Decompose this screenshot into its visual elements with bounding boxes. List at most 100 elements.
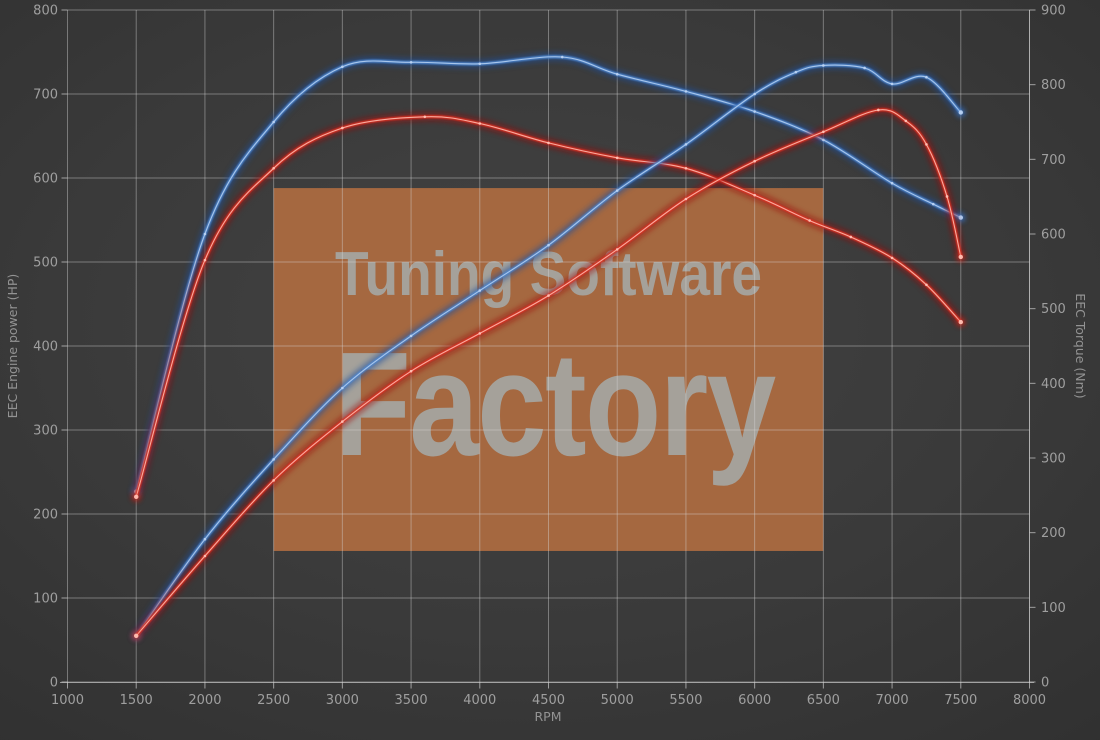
x-tick-label: 7000 [876,693,909,708]
data-point-marker [203,554,207,558]
data-point-marker [478,332,482,335]
data-point-marker [925,75,928,79]
data-point-marker [932,202,935,206]
right-tick-label: 400 [1041,377,1066,392]
data-point-marker [753,110,756,113]
right-tick-label: 800 [1041,78,1066,93]
data-point-marker [753,159,756,163]
data-point-marker [272,120,275,124]
data-point-marker [958,319,963,325]
axis-titles: EEC Engine power (HP) EEC Torque (Nm) RP… [5,274,1088,724]
left-tick-label: 0 [50,676,58,691]
left-tick-label: 400 [33,340,58,355]
data-point-marker [958,110,963,115]
right-axis-title: EEC Torque (Nm) [1073,293,1088,398]
data-point-marker [409,369,413,373]
data-point-marker [341,386,344,390]
data-point-marker [203,537,207,541]
left-axis-title: EEC Engine power (HP) [5,274,20,419]
watermark-line2: Factory [335,322,776,487]
x-tick-label: 8000 [1013,693,1046,708]
data-point-marker [822,138,825,142]
data-point-marker [478,62,482,66]
axes: 1000 1500 2000 2500 3000 3500 4000 4500 5000 5500… [33,4,1066,709]
data-point-marker [877,108,880,112]
red-torque-curve-core [135,116,962,498]
data-point-marker [753,92,756,96]
data-point-marker [341,126,344,130]
right-tick-label: 600 [1041,228,1066,243]
right-tick-label: 900 [1041,4,1066,19]
red-torque-curve [131,112,966,502]
left-tick-label: 300 [33,424,58,439]
data-point-marker [272,166,275,170]
data-point-marker [684,90,688,93]
x-tick-label: 2500 [257,693,290,708]
data-point-marker [684,197,688,201]
data-point-marker [958,254,963,260]
data-point-marker [423,115,427,119]
data-point-marker [945,195,949,198]
left-tick-label: 700 [33,88,58,103]
data-point-marker [684,143,688,146]
data-point-marker [272,479,275,482]
x-tick-label: 6500 [807,693,840,708]
blue-torque-curve [131,52,966,497]
x-tick-label: 5500 [669,693,702,708]
data-point-marker [134,633,139,638]
data-point-marker [547,141,550,145]
data-point-marker [890,256,894,260]
data-point-marker [615,189,619,192]
data-point-marker [753,193,756,197]
data-point-marker [808,219,811,222]
data-point-marker [890,82,894,86]
data-point-marker [615,248,619,251]
blue-power-curve [131,60,966,641]
right-tick-label: 500 [1041,302,1066,317]
data-point-marker [478,289,482,292]
data-point-marker [615,72,619,76]
data-point-marker [409,334,413,338]
data-point-marker [684,166,688,170]
x-tick-label: 3500 [395,693,428,708]
left-tick-label: 100 [33,592,58,607]
x-tick-label: 4500 [532,693,565,708]
left-tick-label: 600 [33,172,58,187]
data-point-marker [547,243,550,247]
x-tick-label: 5000 [601,693,634,708]
data-point-marker [925,143,928,146]
red-power-curve [131,105,966,641]
left-tick-label: 500 [33,256,58,271]
data-point-marker [904,119,908,123]
data-point-marker [341,420,344,423]
data-point-marker [409,60,413,64]
data-point-marker [925,283,928,287]
left-tick-label: 800 [33,4,58,19]
x-tick-label: 4000 [463,693,496,708]
data-point-marker [547,294,550,297]
data-point-marker [849,235,853,239]
data-point-marker [822,130,825,134]
x-tick-label: 3000 [326,693,359,708]
data-point-marker [615,156,619,160]
data-point-marker [341,65,344,69]
data-point-marker [134,494,139,500]
left-tick-label: 200 [33,508,58,523]
data-point-marker [203,258,207,262]
right-tick-label: 0 [1041,676,1049,691]
x-tick-label: 1500 [120,693,153,708]
right-tick-label: 200 [1041,526,1066,541]
x-tick-label: 6000 [738,693,771,708]
x-tick-label: 2000 [188,693,221,708]
data-point-marker [794,70,798,74]
data-point-marker [863,66,866,70]
data-point-marker [203,232,207,236]
x-axis-title: RPM [534,709,561,724]
data-point-marker [478,122,482,125]
right-tick-label: 300 [1041,452,1066,467]
data-point-marker [822,64,825,67]
data-point-marker [958,215,963,220]
data-point-marker [272,458,275,461]
x-tick-label: 1000 [51,693,84,708]
